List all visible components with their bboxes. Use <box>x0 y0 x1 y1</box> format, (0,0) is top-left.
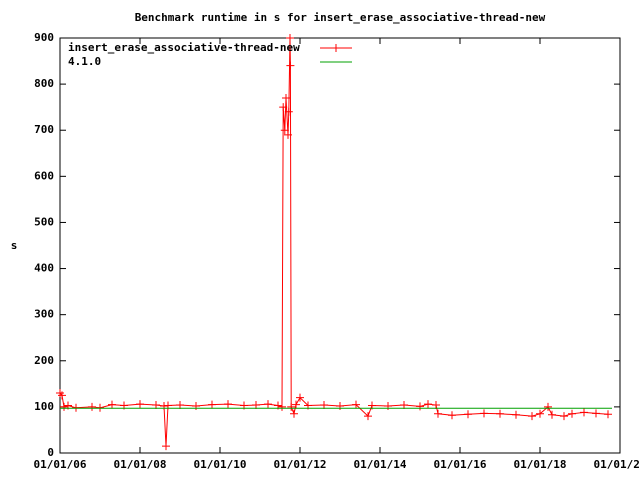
point-marker <box>496 409 504 418</box>
point-marker <box>176 401 184 410</box>
point-marker <box>284 130 292 139</box>
point-marker <box>604 410 612 419</box>
point-marker <box>280 126 289 135</box>
point-marker <box>364 412 372 421</box>
point-marker <box>279 103 288 112</box>
point-marker <box>284 107 293 116</box>
x-tick-label: 01/01/12 <box>274 458 327 471</box>
point-marker <box>290 409 298 418</box>
point-marker <box>512 410 520 419</box>
y-tick-label: 200 <box>34 354 54 367</box>
point-marker <box>528 412 536 421</box>
y-tick-label: 800 <box>34 77 54 90</box>
y-tick-label: 400 <box>34 262 54 275</box>
y-tick-label: 600 <box>34 169 54 182</box>
point-marker <box>400 401 408 410</box>
y-tick-label: 900 <box>34 31 54 44</box>
point-marker <box>580 408 588 417</box>
x-tick-label: 01/01/18 <box>514 458 567 471</box>
y-axis-label: s <box>11 239 18 252</box>
point-marker <box>448 411 456 420</box>
legend-label: 4.1.0 <box>68 55 101 68</box>
point-marker <box>162 442 170 451</box>
point-marker <box>108 400 116 409</box>
point-marker <box>208 400 216 409</box>
point-marker <box>286 61 295 70</box>
point-marker <box>548 410 556 419</box>
point-marker <box>264 400 272 409</box>
point-marker <box>252 401 260 410</box>
point-marker <box>592 409 600 418</box>
x-tick-label: 01/01/10 <box>194 458 247 471</box>
point-marker <box>88 402 96 411</box>
point-marker <box>286 34 294 42</box>
point-marker <box>464 410 472 419</box>
point-marker <box>434 409 442 418</box>
x-tick-label: 01/01/16 <box>434 458 487 471</box>
point-marker <box>560 412 568 421</box>
legend-marker <box>332 44 340 52</box>
point-marker <box>352 400 360 409</box>
y-tick-label: 500 <box>34 215 54 228</box>
point-marker <box>224 400 232 409</box>
point-marker <box>568 409 576 418</box>
y-tick-label: 300 <box>34 308 54 321</box>
point-marker <box>282 93 290 102</box>
point-marker <box>544 402 552 411</box>
point-marker <box>432 401 440 410</box>
x-tick-label: 01/01/08 <box>114 458 167 471</box>
point-marker <box>136 400 144 409</box>
point-marker <box>287 402 296 411</box>
point-marker <box>60 402 68 411</box>
y-tick-label: 0 <box>47 446 54 459</box>
x-tick-label: 01/01/14 <box>354 458 407 471</box>
point-marker <box>152 401 160 410</box>
point-marker <box>320 401 328 410</box>
point-marker <box>416 402 424 411</box>
y-tick-label: 700 <box>34 123 54 136</box>
legend-label: insert_erase_associative-thread-new <box>68 41 300 54</box>
point-marker <box>536 409 544 418</box>
point-marker <box>292 400 300 409</box>
point-marker <box>278 402 286 411</box>
point-marker <box>424 400 432 409</box>
plot-border <box>59 37 621 454</box>
x-tick-label: 01/01/20 <box>594 458 640 471</box>
point-marker <box>296 393 304 402</box>
y-tick-label: 100 <box>34 400 54 413</box>
x-tick-label: 01/01/06 <box>34 458 87 471</box>
point-marker <box>58 391 66 400</box>
chart-title: Benchmark runtime in s for insert_erase_… <box>135 11 546 24</box>
point-marker <box>480 409 488 418</box>
